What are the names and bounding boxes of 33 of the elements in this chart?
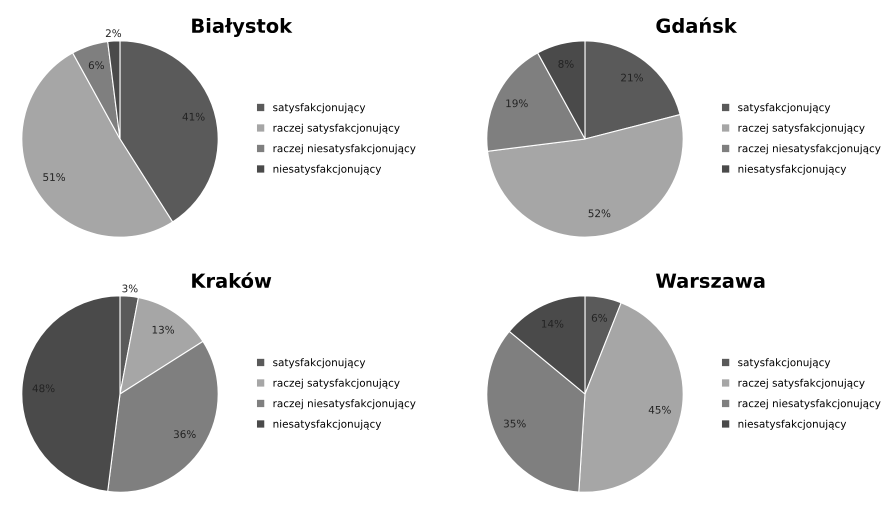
legend-label: niesatysfakcjonujący xyxy=(274,420,382,430)
data-label: 3% xyxy=(122,284,138,292)
legend-label: satysfakcjonujący xyxy=(738,103,830,114)
data-label: 41% xyxy=(182,112,205,121)
legend-label: raczej niesatysfakcjonujący xyxy=(274,399,416,410)
data-label: 51% xyxy=(43,173,66,182)
legend-label: raczej niesatysfakcjonujący xyxy=(274,144,416,154)
data-label: 13% xyxy=(152,326,174,334)
legend-label: niesatysfakcjonujący xyxy=(738,164,846,175)
legend-label: raczej satysfakcjonujący xyxy=(274,124,400,134)
legend-label: satysfakcjonujący xyxy=(738,358,830,368)
legend-label: satysfakcjonujący xyxy=(273,358,366,368)
data-label: 35% xyxy=(504,420,526,428)
legend-label: niesatysfakcjonujący xyxy=(738,420,846,430)
data-label: 6% xyxy=(88,61,104,70)
legend-label: raczej satysfakcjonujący xyxy=(738,124,865,134)
chart-title: Gdańsk xyxy=(656,17,738,34)
legend-label: raczej niesatysfakcjonujący xyxy=(738,144,881,154)
chart-title: Warszawa xyxy=(656,274,764,288)
data-label: 21% xyxy=(621,74,643,82)
legend-label: raczej satysfakcjonujący xyxy=(274,378,400,389)
chart-title: Białystok xyxy=(192,18,292,37)
legend-label: raczej satysfakcjonujący xyxy=(738,378,865,389)
data-label: 52% xyxy=(588,209,610,218)
data-label: 45% xyxy=(648,406,671,414)
legend-label: raczej niesatysfakcjonujący xyxy=(738,399,881,410)
data-label: 36% xyxy=(174,430,196,438)
data-label: 19% xyxy=(506,99,528,108)
chart-title: Kraków xyxy=(192,272,272,288)
data-label: 2% xyxy=(106,29,122,38)
legend-label: satysfakcjonujący xyxy=(273,103,366,114)
legend-label: niesatysfakcjonujący xyxy=(274,164,382,175)
data-label: 6% xyxy=(592,314,608,322)
